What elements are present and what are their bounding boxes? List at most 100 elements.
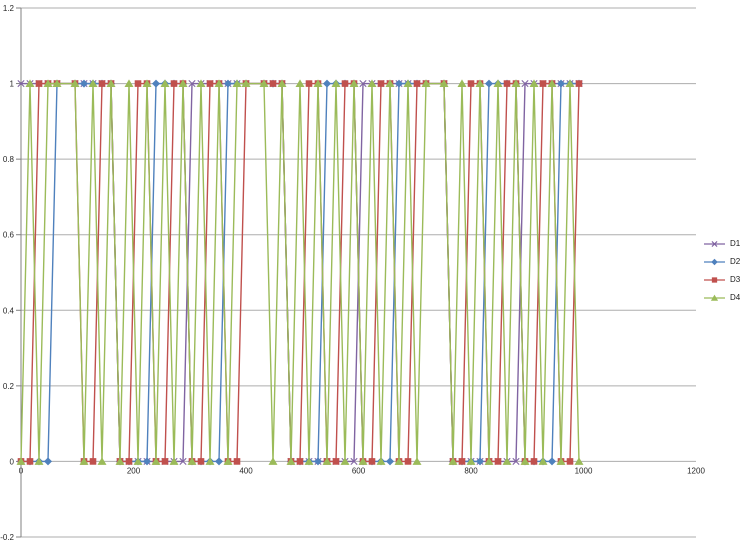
x-axis-tick-label: 400	[239, 466, 253, 475]
marker-square	[341, 80, 349, 87]
marker-square	[170, 80, 178, 87]
marker-square	[530, 458, 538, 465]
marker-diamond	[711, 258, 718, 266]
marker-triangle	[358, 457, 368, 465]
marker-triangle	[475, 79, 485, 87]
marker-triangle	[565, 79, 575, 87]
marker-triangle	[124, 79, 134, 87]
marker-square	[566, 458, 574, 465]
marker-triangle	[367, 79, 377, 87]
marker-square	[161, 458, 169, 465]
marker-triangle	[79, 457, 89, 465]
marker-square	[98, 80, 106, 87]
marker-square	[296, 458, 304, 465]
marker-triangle	[25, 79, 35, 87]
marker-triangle	[349, 79, 359, 87]
legend-item-d1: D1	[703, 235, 740, 253]
x-axis-tick-label: 800	[464, 466, 478, 475]
marker-diamond	[485, 79, 493, 88]
marker-square	[539, 80, 547, 87]
marker-triangle	[484, 457, 494, 465]
marker-square	[413, 80, 421, 87]
marker-triangle	[322, 457, 332, 465]
marker-triangle	[277, 79, 287, 87]
marker-square	[233, 458, 241, 465]
marker-triangle	[106, 79, 116, 87]
marker-triangle	[70, 79, 80, 87]
marker-triangle	[493, 79, 503, 87]
marker-triangle	[115, 457, 125, 465]
marker-diamond	[395, 79, 403, 88]
marker-triangle	[34, 457, 44, 465]
marker-x-cross	[512, 457, 520, 466]
marker-triangle	[385, 79, 395, 87]
marker-triangle	[710, 294, 719, 301]
marker-x-cross	[359, 79, 367, 88]
marker-square	[89, 458, 97, 465]
marker-triangle	[412, 457, 422, 465]
marker-triangle	[16, 457, 26, 465]
chart-legend: D1 D2 D3 D4	[703, 235, 740, 307]
marker-square	[305, 80, 313, 87]
marker-square	[494, 458, 502, 465]
marker-triangle	[394, 457, 404, 465]
marker-x-cross	[350, 457, 358, 466]
legend-label-d3: D3	[730, 275, 741, 284]
marker-triangle	[52, 79, 62, 87]
y-axis-tick-label: 1	[10, 80, 15, 89]
marker-x-cross	[179, 457, 187, 466]
legend-key-d1	[704, 241, 725, 247]
y-axis-tick-label: -0.2	[0, 533, 14, 542]
marker-triangle	[529, 79, 539, 87]
marker-triangle	[457, 79, 467, 87]
marker-triangle	[187, 457, 197, 465]
marker-triangle	[331, 79, 341, 87]
marker-triangle	[448, 457, 458, 465]
legend-key-d3	[704, 277, 725, 283]
y-axis-tick-label: 0.4	[3, 306, 15, 315]
marker-diamond	[323, 79, 331, 88]
marker-diamond	[44, 457, 52, 466]
marker-triangle	[340, 457, 350, 465]
series-line-d3	[21, 82, 580, 463]
marker-triangle	[43, 79, 53, 87]
marker-diamond	[476, 457, 484, 466]
marker-square	[197, 458, 205, 465]
marker-diamond	[548, 457, 556, 466]
marker-diamond	[80, 79, 88, 88]
marker-square	[125, 458, 133, 465]
marker-triangle	[286, 457, 296, 465]
marker-diamond	[215, 457, 223, 466]
marker-x-cross	[711, 241, 718, 247]
marker-triangle	[232, 79, 242, 87]
x-axis-tick-label: 1200	[687, 466, 705, 475]
marker-triangle	[160, 79, 170, 87]
legend-key-d4	[704, 294, 725, 301]
marker-x-cross	[521, 79, 529, 88]
legend-item-d3: D3	[703, 271, 740, 289]
marker-square	[35, 80, 43, 87]
marker-triangle	[547, 79, 557, 87]
y-axis-tick-label: 1.2	[3, 4, 15, 13]
legend-item-d2: D2	[703, 253, 740, 271]
marker-triangle	[304, 457, 314, 465]
marker-triangle	[538, 457, 548, 465]
marker-triangle	[205, 457, 215, 465]
marker-square	[134, 80, 142, 87]
marker-triangle	[556, 457, 566, 465]
marker-triangle	[142, 79, 152, 87]
marker-diamond	[143, 457, 151, 466]
marker-triangle	[214, 79, 224, 87]
marker-triangle	[259, 79, 269, 87]
y-axis-tick-label: 0	[10, 457, 15, 466]
series-line-d4	[20, 82, 580, 462]
marker-square	[269, 80, 277, 87]
marker-square	[711, 277, 718, 283]
series-line-d1	[21, 82, 579, 463]
marker-diamond	[224, 79, 232, 88]
marker-square	[404, 458, 412, 465]
marker-diamond	[314, 457, 322, 466]
marker-square	[503, 80, 511, 87]
